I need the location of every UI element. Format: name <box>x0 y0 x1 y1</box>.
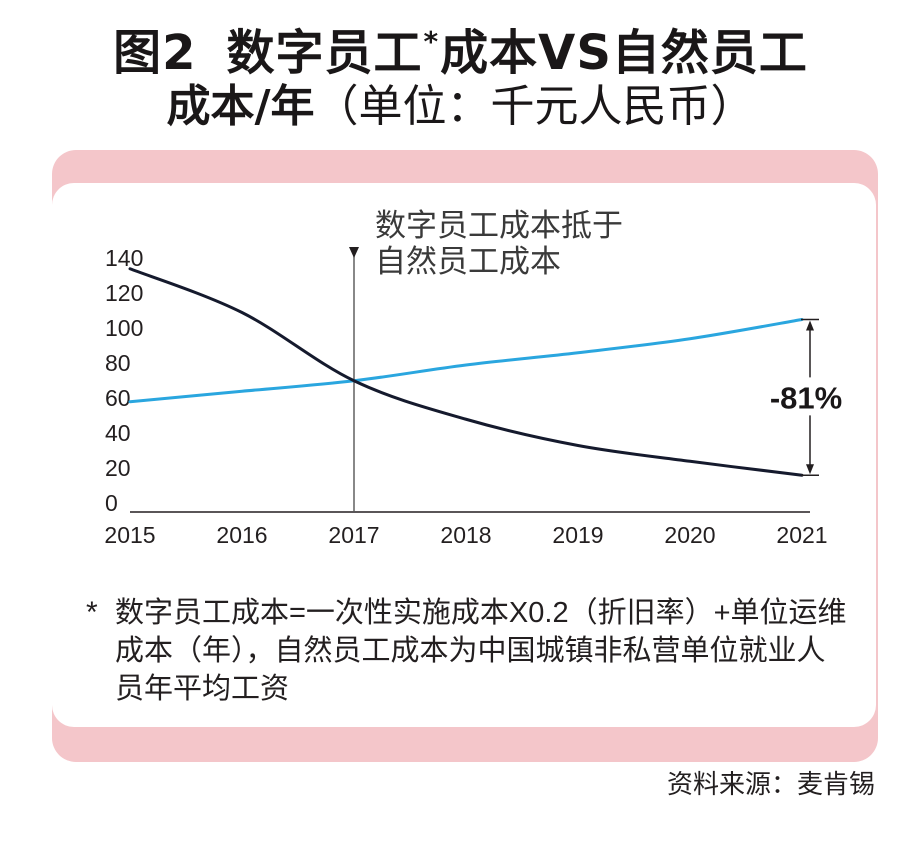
arrow-up-icon <box>806 320 814 331</box>
title-line-1: 图2 数字员工 * 成本VS自然员工 <box>0 25 921 81</box>
series-line-2 <box>128 318 804 404</box>
change-percent-label: -81% <box>770 380 842 415</box>
footnote-line: 成本（年），自然员工成本为中国城镇非私营单位就业人 <box>115 635 826 667</box>
crossover-arrow-icon <box>349 247 359 258</box>
y-tick-label: 60 <box>105 385 131 411</box>
y-tick-label: 0 <box>105 490 118 516</box>
footnote-line: 员年平均工资 <box>115 673 290 705</box>
title-digital-employee: 数字员工 <box>226 25 423 81</box>
y-tick-label: 120 <box>105 280 143 306</box>
y-tick-label: 40 <box>105 420 131 446</box>
chart-panel <box>52 150 878 762</box>
crossover-annotation-line: 自然员工成本 <box>375 244 561 279</box>
y-tick-label: 80 <box>105 350 131 376</box>
x-tick-label: 2015 <box>104 522 155 548</box>
x-tick-label: 2021 <box>776 522 827 548</box>
footnote: 数字员工成本=一次性实施成本X0.2（折旧率）+单位运维 成本（年），自然员工成… <box>115 594 847 708</box>
y-tick-label: 20 <box>105 455 131 481</box>
y-tick-label: 140 <box>105 245 143 271</box>
footnote-line: 数字员工成本=一次性实施成本X0.2（折旧率）+单位运维 <box>115 597 847 629</box>
arrow-down-icon <box>806 464 814 475</box>
chart-heading: 图2 数字员工 * 成本VS自然员工 成本/年 （单位：千元人民币） <box>0 25 921 134</box>
title-footnote-marker: * <box>423 25 440 58</box>
source-credit: 资料来源：麦肯锡 <box>666 770 875 800</box>
crossover-annotation-line: 数字员工成本抵于 <box>375 208 623 243</box>
title-line-2: 成本/年 （单位：千元人民币） <box>0 80 921 134</box>
series-line-1 <box>128 267 804 477</box>
title-vs-natural-employee: 成本VS自然员工 <box>440 25 808 81</box>
figure-number: 图2 <box>113 25 197 81</box>
y-tick-label: 100 <box>105 315 143 341</box>
x-tick-label: 2020 <box>664 522 715 548</box>
footnote-marker: * <box>86 596 98 629</box>
x-tick-label: 2017 <box>328 522 379 548</box>
title-cost-per-year: 成本/年 <box>166 81 315 132</box>
chart-card <box>52 183 876 727</box>
x-tick-label: 2016 <box>216 522 267 548</box>
x-tick-label: 2018 <box>440 522 491 548</box>
x-tick-label: 2019 <box>552 522 603 548</box>
title-unit: （单位：千元人民币） <box>314 81 755 132</box>
